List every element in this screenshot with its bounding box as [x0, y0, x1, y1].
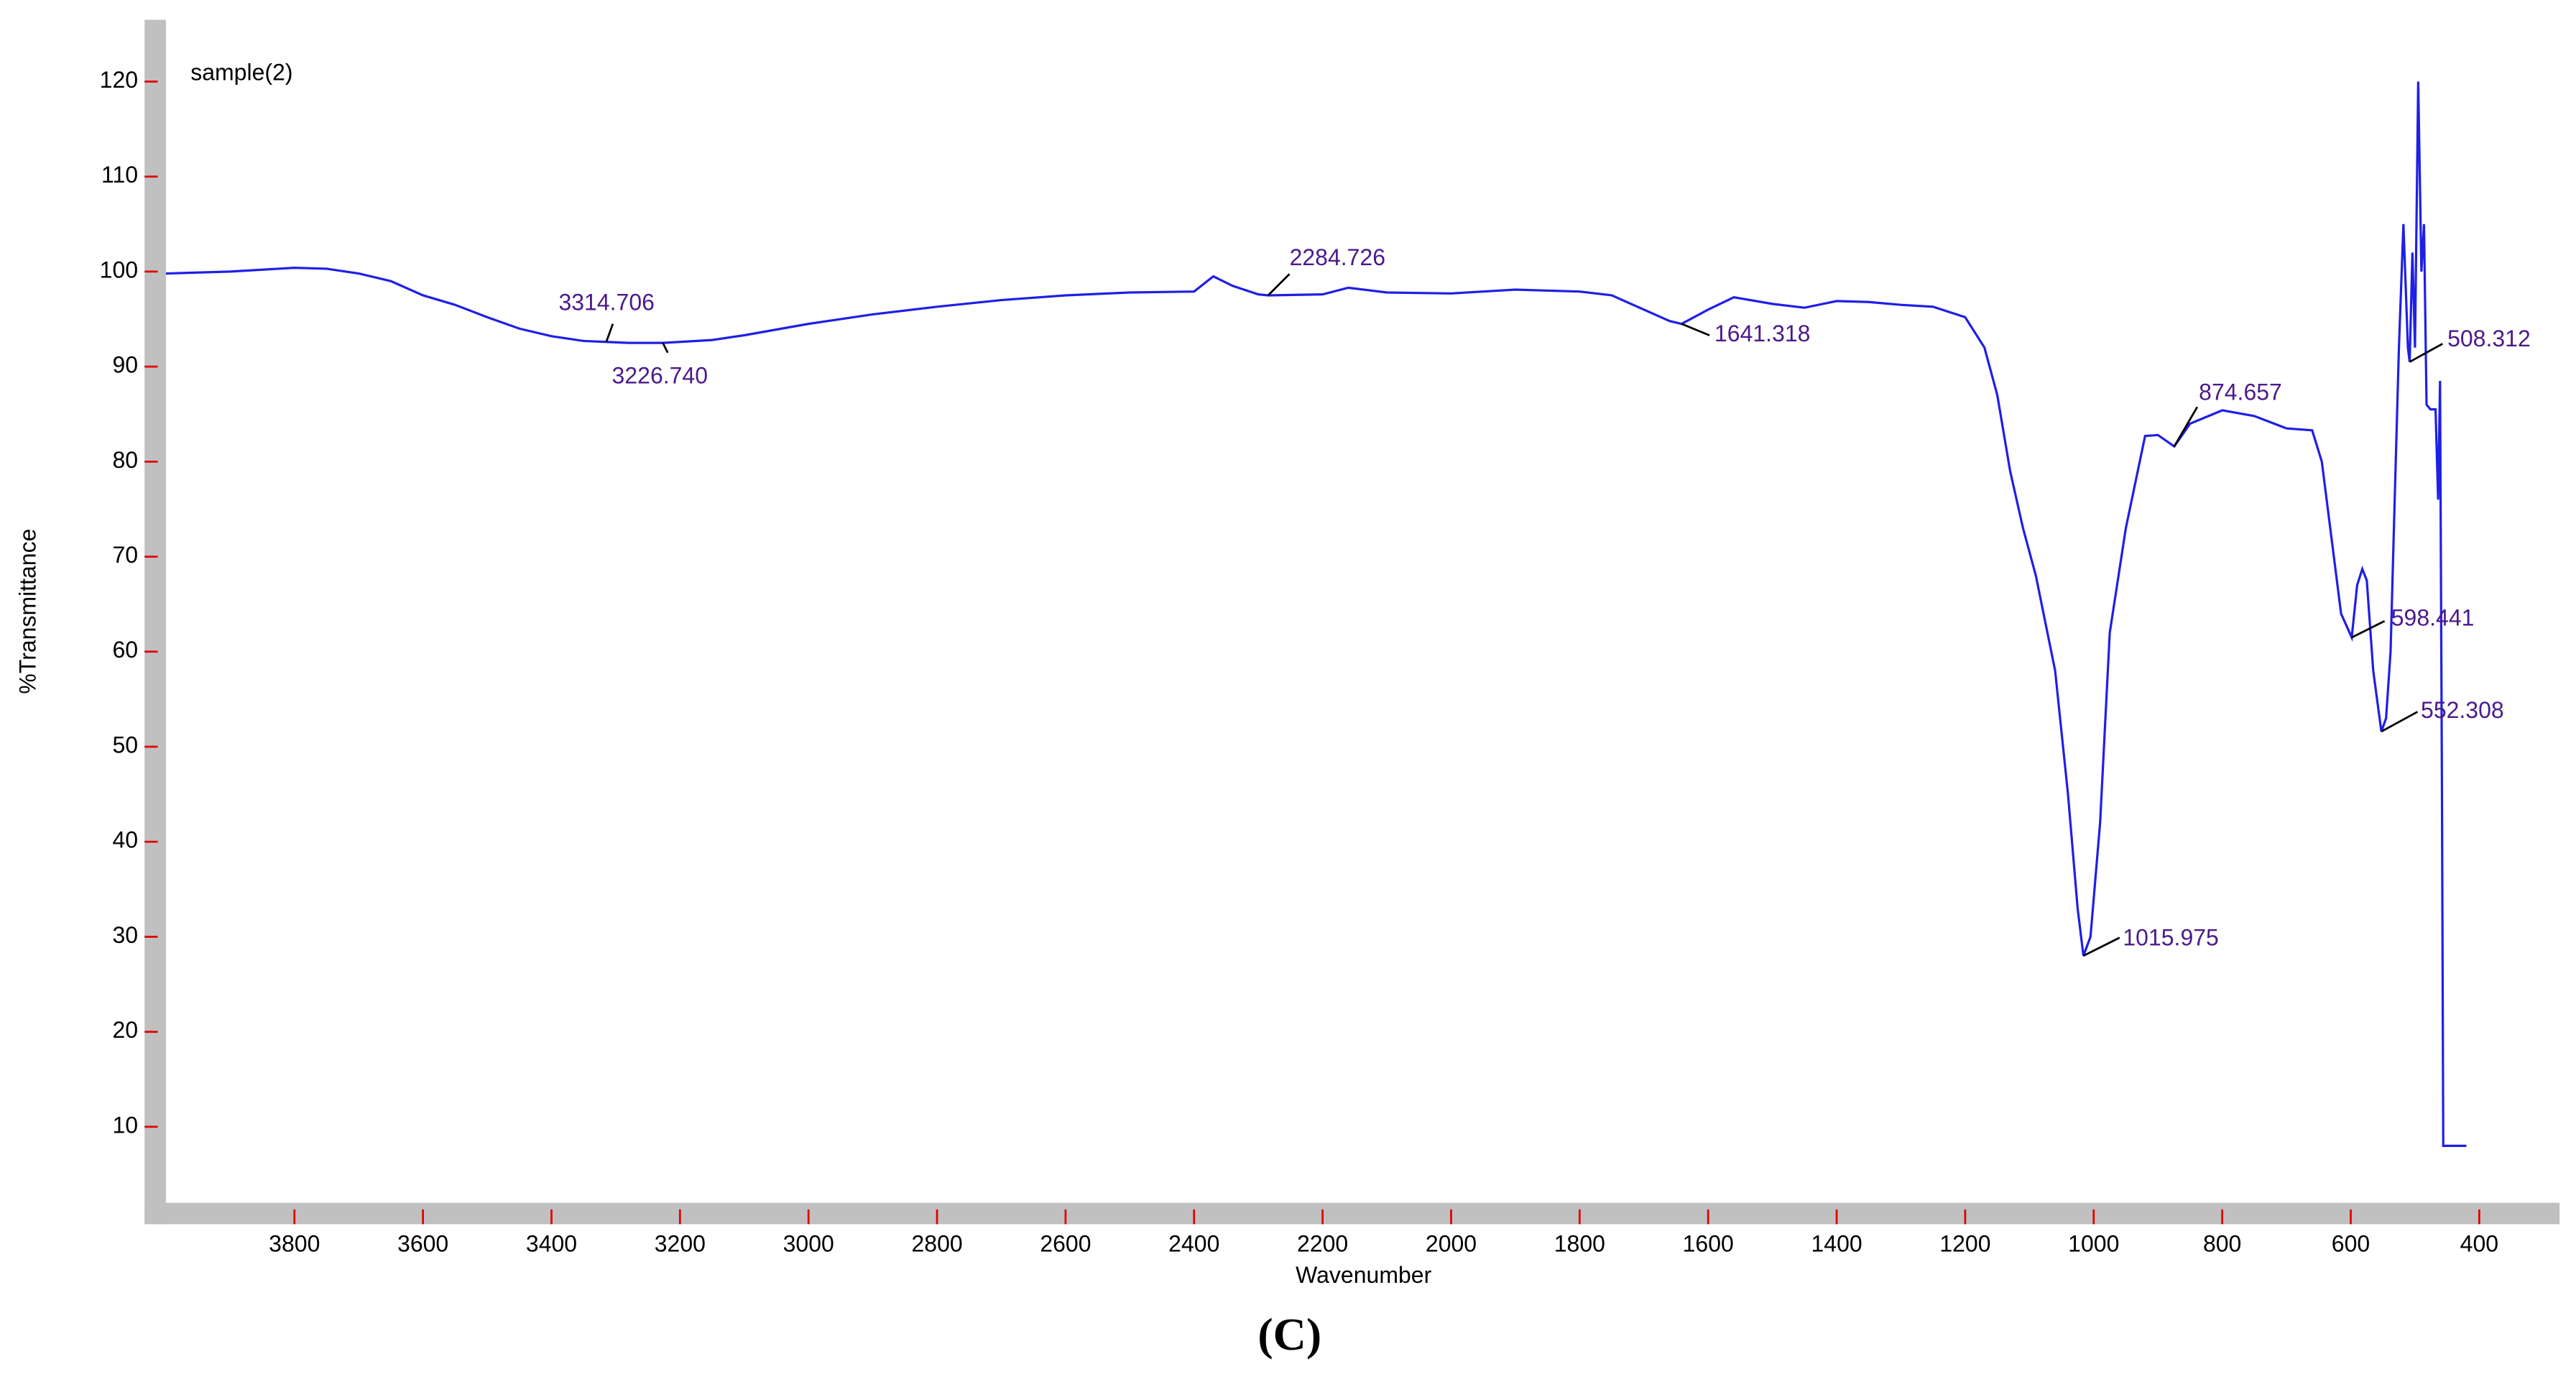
x-tick-label: 1800 [1554, 1231, 1605, 1257]
y-tick-label: 60 [112, 637, 138, 663]
annotation-label: 552.308 [2421, 697, 2504, 723]
y-tick-label: 20 [112, 1017, 138, 1043]
y-tick-label: 80 [112, 447, 138, 473]
x-tick-label: 2600 [1040, 1231, 1091, 1257]
x-tick-label: 1000 [2068, 1231, 2119, 1257]
x-tick-label: 3400 [526, 1231, 577, 1257]
annotation-leader [605, 323, 614, 343]
y-axis-bar [144, 19, 166, 1225]
annotation-label: 3314.706 [558, 290, 654, 315]
annotation-label: 3226.740 [612, 363, 708, 389]
x-axis-bar [144, 1202, 2560, 1225]
x-tick-label: 1600 [1683, 1231, 1734, 1257]
y-tick-label: 100 [100, 257, 138, 282]
caption: (C) [1257, 1309, 1321, 1360]
y-tick-label: 40 [112, 827, 138, 853]
spectrum-line [165, 81, 2467, 1147]
annotation-leader [2351, 619, 2386, 639]
annotation-label: 1015.975 [2123, 925, 2218, 951]
x-axis-label: Wavenumber [1296, 1262, 1431, 1288]
annotation-leader [2173, 406, 2199, 447]
x-tick-label: 3000 [783, 1231, 834, 1257]
x-tick-label: 600 [2332, 1231, 2370, 1257]
y-tick-label: 50 [112, 732, 138, 757]
x-tick-label: 800 [2203, 1231, 2241, 1257]
y-tick-label: 120 [100, 67, 138, 93]
y-tick-label: 30 [112, 922, 138, 948]
x-tick-label: 3200 [655, 1231, 706, 1257]
annotation-leader [2082, 936, 2120, 957]
annotation-leader [2381, 711, 2419, 733]
y-axis-label: %Transmittance [15, 529, 41, 694]
y-tick-label: 70 [112, 542, 138, 568]
annotation-label: 508.312 [2447, 326, 2531, 351]
x-tick-label: 2400 [1168, 1231, 1219, 1257]
x-tick-label: 400 [2460, 1231, 2498, 1257]
y-tick-label: 10 [112, 1112, 138, 1138]
annotation-label: 1641.318 [1714, 321, 1810, 346]
annotation-leader [1681, 323, 1710, 336]
annotation-leader [1267, 273, 1291, 296]
annotation-label: 598.441 [2391, 604, 2475, 630]
x-tick-label: 2000 [1426, 1231, 1477, 1257]
x-tick-label: 1200 [1939, 1231, 1990, 1257]
chart-title: sample(2) [190, 59, 292, 85]
annotation-label: 874.657 [2199, 379, 2282, 405]
y-tick-label: 110 [101, 162, 138, 188]
annotation-leader [2409, 343, 2443, 363]
x-tick-label: 3800 [269, 1231, 320, 1257]
x-tick-label: 2800 [911, 1231, 962, 1257]
x-tick-label: 1400 [1811, 1231, 1862, 1257]
annotation-leader [662, 342, 669, 354]
x-tick-label: 2200 [1297, 1231, 1348, 1257]
y-tick-label: 90 [112, 352, 138, 378]
annotation-label: 2284.726 [1290, 244, 1385, 270]
x-tick-label: 3600 [397, 1231, 448, 1257]
